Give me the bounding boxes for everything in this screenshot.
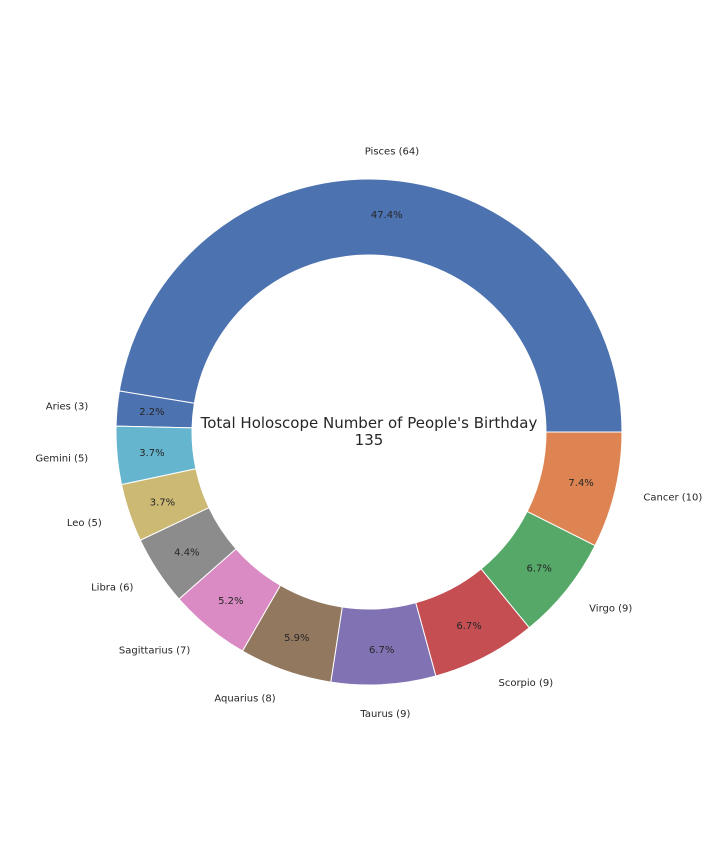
slice-label-taurus: Taurus (9) <box>359 709 410 720</box>
labels-group: 47.4% Pisces (64) 2.2% Aries (3) 3.7% Gemini … <box>35 146 702 720</box>
slice-label-leo: Leo (5) <box>67 518 102 529</box>
slice-cancer <box>526 431 623 547</box>
pct-label-aries: 2.2% <box>139 407 164 418</box>
pct-label-scorpio: 6.7% <box>456 621 481 632</box>
pct-label-gemini: 3.7% <box>139 448 164 459</box>
pct-label-pisces: 47.4% <box>371 210 403 221</box>
center-total: 135 <box>355 431 384 449</box>
pct-label-virgo: 6.7% <box>527 564 552 575</box>
slice-label-aquarius: Aquarius (8) <box>214 694 275 705</box>
pct-label-taurus: 6.7% <box>369 645 394 656</box>
pct-label-aquarius: 5.9% <box>284 633 309 644</box>
slice-label-gemini: Gemini (5) <box>35 454 88 465</box>
slice-label-sagittarius: Sagittarius (7) <box>119 646 190 657</box>
slices-group <box>115 178 623 686</box>
slice-label-virgo: Virgo (9) <box>589 604 632 615</box>
slice-label-scorpio: Scorpio (9) <box>498 678 553 689</box>
pct-label-sagittarius: 5.2% <box>218 596 243 607</box>
slice-label-pisces: Pisces (64) <box>365 146 419 157</box>
slice-label-cancer: Cancer (10) <box>643 493 702 504</box>
pct-label-libra: 4.4% <box>174 547 199 558</box>
slice-label-libra: Libra (6) <box>91 582 133 593</box>
pct-label-cancer: 7.4% <box>568 478 593 489</box>
center-title: Total Holoscope Number of People's Birth… <box>200 414 538 432</box>
pct-label-leo: 3.7% <box>150 497 175 508</box>
slice-label-aries: Aries (3) <box>46 401 89 412</box>
slice-pisces <box>118 178 623 433</box>
